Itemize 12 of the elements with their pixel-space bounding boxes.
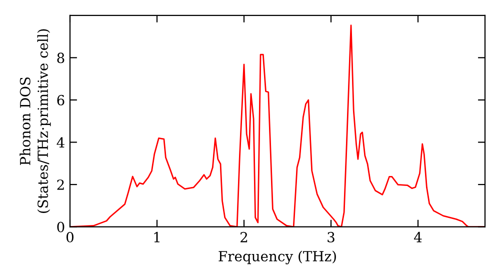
- y-tick-label: 8: [57, 52, 64, 64]
- y-tick-label: 4: [56, 137, 64, 148]
- y-tick-label: 2: [57, 179, 64, 190]
- y-tick-label: 6: [57, 94, 64, 106]
- x-axis-title: Frequency (THz): [218, 250, 336, 264]
- x-tick-label: 0: [66, 232, 74, 242]
- y-tick-label: 0: [57, 222, 64, 232]
- y-axis-title: Phonon DOS (States/THz·primitive cell): [20, 29, 51, 213]
- x-tick-label: 4: [414, 232, 422, 242]
- x-tick-label: 2: [240, 232, 248, 242]
- x-tick-label: 1: [154, 232, 160, 242]
- x-tick-label: 3: [328, 232, 334, 242]
